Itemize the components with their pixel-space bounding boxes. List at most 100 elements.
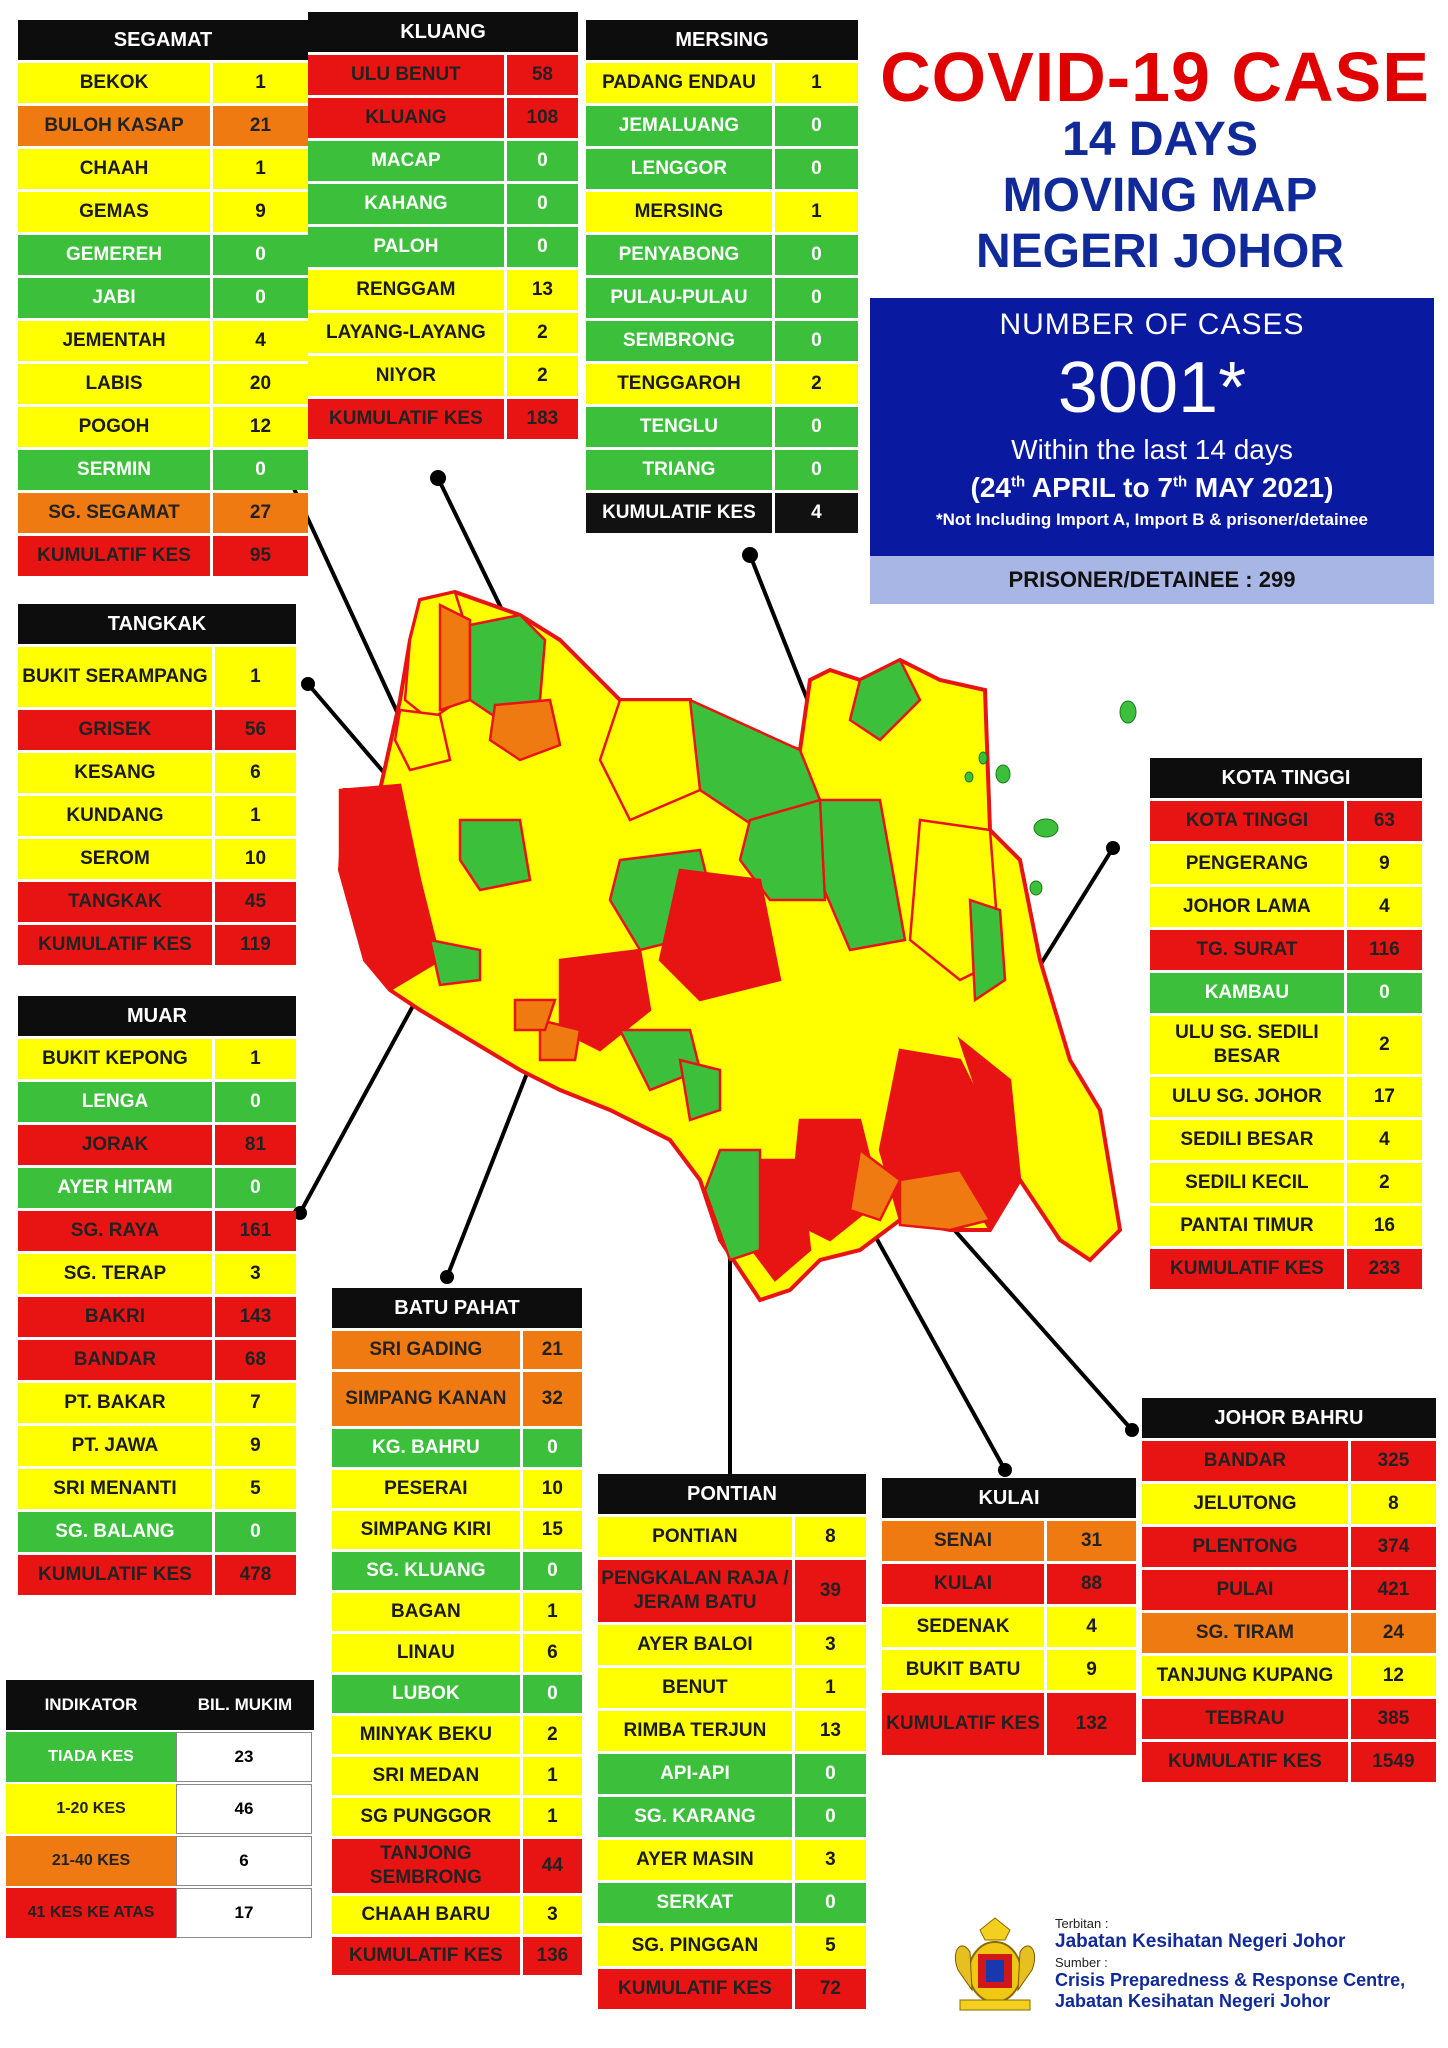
mukim-name: KLUANG (308, 98, 507, 138)
mukim-name: RIMBA TERJUN (598, 1711, 795, 1751)
case-count: 58 (506, 55, 578, 95)
table-row: JEMALUANG 0 (586, 106, 858, 146)
table-header: BATU PAHAT (332, 1288, 582, 1328)
mukim-name: TRIANG (586, 450, 775, 490)
case-count: 44 (522, 1839, 582, 1893)
table-row: KULAI 88 (882, 1564, 1136, 1604)
table-row: MACAP 0 (308, 141, 578, 181)
table-row: SRI MENANTI 5 (18, 1469, 296, 1509)
case-count: 3 (214, 1254, 296, 1294)
table-row: LENGGOR 0 (586, 149, 858, 189)
table-row: PANTAI TIMUR 16 (1150, 1206, 1422, 1246)
cases-window: Within the last 14 days (1011, 434, 1293, 465)
case-count: 12 (213, 407, 308, 447)
subtitle-line-2: MOVING MAP (1002, 169, 1318, 222)
table-kulai: KULAI SENAI 31 KULAI 88 SEDENAK 4 BUKIT BATU 9 KU… (882, 1478, 1136, 1758)
mukim-name: SG. RAYA (18, 1211, 215, 1251)
table-row: TANJUNG KUPANG 12 (1142, 1656, 1436, 1696)
case-count: 0 (213, 450, 308, 490)
table-row: JOHOR LAMA 4 (1150, 887, 1422, 927)
case-count: 233 (1346, 1249, 1422, 1289)
mukim-name: SG PUNGGOR (332, 1798, 523, 1836)
mukim-name: SEDILI BESAR (1150, 1120, 1347, 1160)
case-count: 0 (774, 278, 858, 318)
case-count: 4 (213, 321, 308, 361)
mukim-name: MERSING (586, 192, 775, 232)
mukim-name: BANDAR (18, 1340, 215, 1380)
table-row: API-API 0 (598, 1754, 866, 1794)
case-count: 95 (213, 536, 308, 576)
mukim-name: KULAI (882, 1564, 1048, 1604)
case-count: 1 (214, 647, 296, 707)
case-count: 63 (1346, 801, 1422, 841)
table-row: PENGERANG 9 (1150, 844, 1422, 884)
table-row: JABI 0 (18, 278, 308, 318)
case-count: 72 (794, 1969, 866, 2009)
case-count: 9 (1346, 844, 1422, 884)
case-count: 132 (1047, 1693, 1136, 1755)
table-row: PENGKALAN RAJA / JERAM BATU 39 (598, 1560, 866, 1622)
table-row: PENYABONG 0 (586, 235, 858, 275)
table-row: JORAK 81 (18, 1125, 296, 1165)
table-johor-bahru: JOHOR BAHRU BANDAR 325 JELUTONG 8 PLENTONG 374… (1142, 1398, 1436, 1785)
mukim-name: SG. KLUANG (332, 1552, 523, 1590)
table-row: RENGGAM 13 (308, 270, 578, 310)
mukim-name: SIMPANG KIRI (332, 1511, 523, 1549)
case-count: 0 (506, 227, 578, 267)
case-count: 0 (774, 407, 858, 447)
table-row: PT. JAWA 9 (18, 1426, 296, 1466)
case-count: 12 (1350, 1656, 1436, 1696)
case-count: 13 (506, 270, 578, 310)
legend-header-count: BIL. MUKIM (197, 1695, 293, 1714)
legend-swatch-label: TIADA KES (6, 1732, 176, 1782)
case-count: 1 (214, 796, 296, 836)
case-count: 0 (774, 149, 858, 189)
table-row: SG PUNGGOR 1 (332, 1798, 582, 1836)
table-header: PONTIAN (598, 1474, 866, 1514)
table-row: SERKAT 0 (598, 1883, 866, 1923)
legend-row: TIADA KES 23 (6, 1732, 314, 1782)
total-row: KUMULATIF KES 72 (598, 1969, 866, 2009)
table-row: SG. PINGGAN 5 (598, 1926, 866, 1966)
table-row: KUNDANG 1 (18, 796, 296, 836)
case-count: 20 (213, 364, 308, 404)
case-count: 1 (522, 1593, 582, 1631)
case-count: 1 (794, 1668, 866, 1708)
case-count: 421 (1350, 1570, 1436, 1610)
table-header: MERSING (586, 20, 858, 60)
case-count: 1 (774, 192, 858, 232)
mukim-name: SEDENAK (882, 1607, 1048, 1647)
legend-rows: TIADA KES 23 1-20 KES 46 21-40 KES 6 41 KES KE… (6, 1732, 314, 1938)
mukim-name: PENGKALAN RAJA / JERAM BATU (598, 1560, 795, 1622)
mukim-name: SG. SEGAMAT (18, 493, 213, 533)
main-title: COVID-19 CASE (880, 38, 1430, 116)
table-row: SEROM 10 (18, 839, 296, 879)
table-row: GEMEREH 0 (18, 235, 308, 275)
case-count: 116 (1346, 930, 1422, 970)
mukim-name: KUMULATIF KES (598, 1969, 795, 2009)
case-count: 2 (506, 356, 578, 396)
table-row: SG. KARANG 0 (598, 1797, 866, 1837)
legend-count: 6 (176, 1836, 312, 1886)
table-row: JEMENTAH 4 (18, 321, 308, 361)
case-count: 21 (213, 106, 308, 146)
mukim-name: POGOH (18, 407, 213, 447)
table-row: SIMPANG KANAN 32 (332, 1372, 582, 1426)
table-row: POGOH 12 (18, 407, 308, 447)
jata-negara-emblem (954, 1917, 1036, 2011)
table-row: KG. BAHRU 0 (332, 1429, 582, 1467)
credits: Terbitan : Jabatan Kesihatan Negeri Joho… (1055, 1916, 1445, 2012)
mukim-name: SG. BALANG (18, 1512, 215, 1552)
legend-swatch-label: 21-40 KES (6, 1836, 176, 1886)
table-row: KOTA TINGGI 63 (1150, 801, 1422, 841)
table-row: LAYANG-LAYANG 2 (308, 313, 578, 353)
terbitan-label: Terbitan : (1055, 1916, 1109, 1931)
total-row: KUMULATIF KES 183 (308, 399, 578, 439)
mukim-name: SG. PINGGAN (598, 1926, 795, 1966)
table-header: JOHOR BAHRU (1142, 1398, 1436, 1438)
table-row: RIMBA TERJUN 13 (598, 1711, 866, 1751)
case-count: 4 (1047, 1607, 1136, 1647)
mukim-name: CHAAH (18, 149, 213, 189)
table-row: BANDAR 325 (1142, 1441, 1436, 1481)
case-count: 6 (214, 753, 296, 793)
